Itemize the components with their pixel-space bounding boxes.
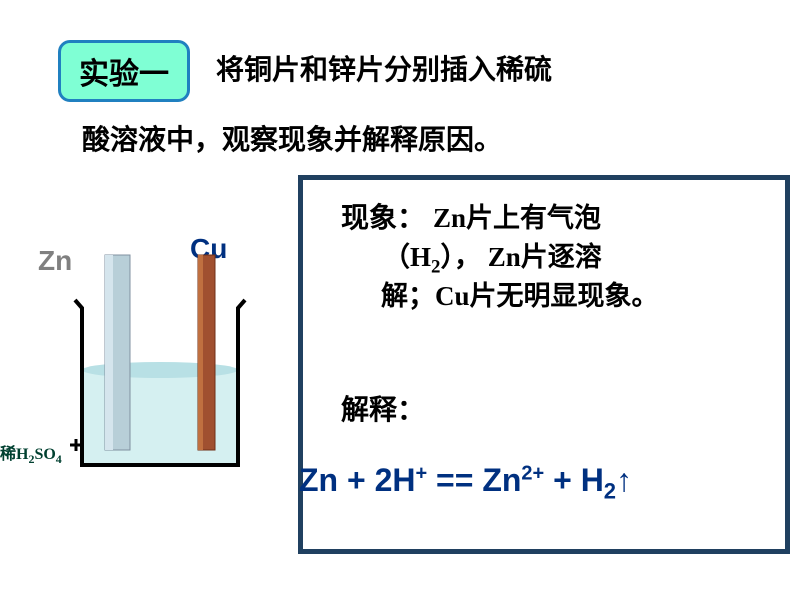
phenomenon-line1: Zn片上有气泡 [433,199,793,238]
dilute-acid-label: 稀H2SO4 [0,440,62,467]
experiment-title-badge: 实验一 [58,40,190,102]
description-line1: 将铜片和锌片分别插入稀硫 [216,54,764,88]
phenomenon-label: 现象： [341,196,425,236]
explain-label: 解释： [341,388,425,428]
description-line2: 酸溶液中，观察现象并解释原因。 [82,118,502,158]
beaker-diagram: Zn Cu 稀H2SO4 [0,240,300,540]
phenomenon-line2: （H2）， Zn片逐溶 [383,238,777,281]
result-box: 现象： Zn片上有气泡 （H2）， Zn片逐溶 解；Cu片无明显现象。 解释： … [298,175,790,554]
phenomenon-line3: 解；Cu片无明显现象。 [381,277,790,316]
beaker-svg [60,240,260,490]
chemical-equation: Zn + 2H+ == Zn2+ + H2↑ [299,462,632,504]
